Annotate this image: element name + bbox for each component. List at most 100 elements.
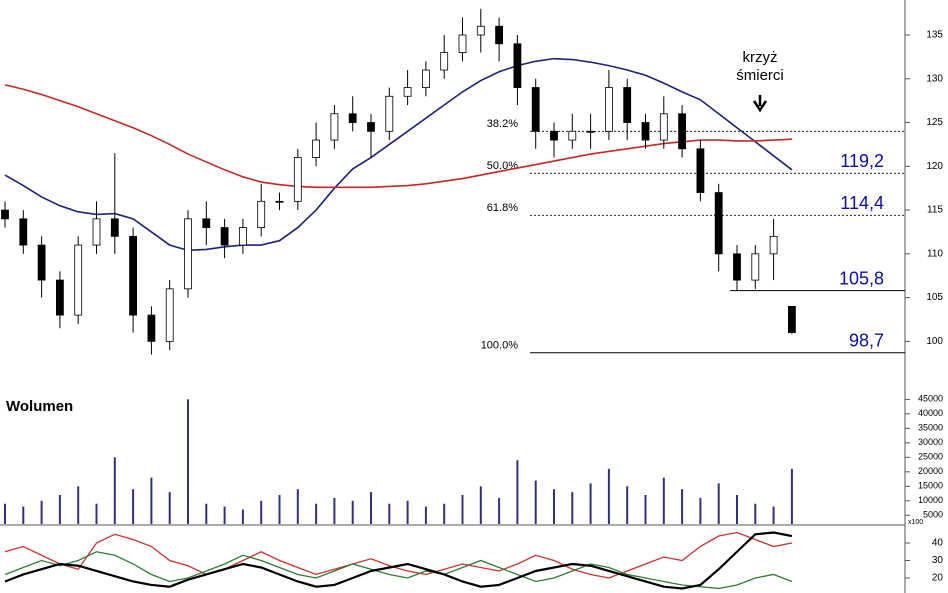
candle-body <box>623 87 632 123</box>
volume-bar <box>644 495 647 524</box>
volume-bar <box>589 483 592 524</box>
y-tick-label: 10000 <box>918 495 943 505</box>
volume-bar <box>150 477 153 524</box>
volume-bar <box>40 500 43 524</box>
volume-bar <box>424 506 427 524</box>
candle-body <box>385 95 394 132</box>
axis-note: x100 <box>908 519 923 526</box>
volume-bar <box>260 500 263 524</box>
y-tick-label: 115 <box>927 205 943 216</box>
volume-bar <box>479 486 482 524</box>
indicator-line <box>4 551 793 590</box>
candle-body <box>605 87 613 132</box>
volume-bar <box>534 480 537 524</box>
annotation: śmierci <box>736 67 784 84</box>
volume-bar <box>22 506 25 524</box>
panel-title: Wolumen <box>6 398 73 415</box>
volume-bar <box>388 503 391 524</box>
y-tick-label: 40 <box>932 538 944 549</box>
volume-bar <box>113 457 116 524</box>
candle-body <box>257 200 266 228</box>
candle-body <box>769 235 778 255</box>
candle-body <box>403 87 412 97</box>
price-label: 98,7 <box>849 330 884 350</box>
y-tick-label: 110 <box>927 248 943 259</box>
moving-average <box>4 84 792 189</box>
candle-body <box>531 87 540 132</box>
volume-bar <box>607 468 610 524</box>
candle-body <box>293 157 302 202</box>
candle-body <box>238 227 247 246</box>
annotation-arrow <box>752 95 768 113</box>
candle-body <box>733 253 741 281</box>
candle-body <box>367 122 375 132</box>
level-label: 38.2% <box>487 118 518 130</box>
level-label: 61.8% <box>487 202 518 214</box>
y-tick-label: 20000 <box>918 466 943 476</box>
volume-bar <box>187 399 189 524</box>
volume-bar <box>241 509 244 524</box>
volume-bar <box>754 503 757 524</box>
volume-bar <box>790 468 793 524</box>
candle-body <box>312 139 321 158</box>
candle-body <box>678 113 686 150</box>
candle-body <box>19 218 28 246</box>
volume-bar <box>296 489 299 524</box>
volume-bar <box>461 495 464 524</box>
volume-bar <box>370 492 372 524</box>
candle-body <box>110 218 119 237</box>
candle-body <box>788 305 796 334</box>
y-tick-label: 15000 <box>918 481 943 491</box>
candle-body <box>129 235 138 316</box>
volume-bar <box>333 497 336 524</box>
y-tick-label: 30 <box>932 555 944 566</box>
candle-body <box>184 218 192 290</box>
candle-body <box>165 288 174 342</box>
candle-body <box>330 113 339 141</box>
volume-bar <box>315 503 318 524</box>
y-tick-label: 135 <box>926 30 943 41</box>
candle-body <box>568 130 577 141</box>
candle-body <box>495 25 504 45</box>
candle-body <box>458 34 467 53</box>
price-label: 114,4 <box>840 193 884 213</box>
candle-body <box>421 69 430 88</box>
candle-body <box>696 148 705 193</box>
volume-bar <box>571 492 574 524</box>
candle-body <box>586 130 595 133</box>
level-label: 100.0% <box>481 340 519 352</box>
y-tick-label: 100 <box>926 336 943 347</box>
candle-body <box>220 227 229 246</box>
candle-body <box>751 253 760 281</box>
y-tick-label: 40000 <box>918 408 943 418</box>
volume-bar <box>681 489 684 524</box>
candle-body <box>714 192 723 255</box>
candle-body <box>37 244 46 281</box>
candle-body <box>440 52 449 71</box>
volume-bar <box>717 483 720 524</box>
volume-bar <box>4 503 6 524</box>
candle-body <box>641 122 650 141</box>
volume-bar <box>699 497 702 524</box>
y-tick-label: 25000 <box>918 452 943 462</box>
volume-bar <box>443 503 446 524</box>
volume-bar <box>516 460 519 524</box>
volume-bar <box>662 477 665 524</box>
volume-bar <box>223 506 226 524</box>
volume-bar <box>58 495 61 524</box>
volume-bar <box>351 500 354 524</box>
volume-bar <box>553 489 555 524</box>
volume-bar <box>95 503 98 524</box>
volume-bar <box>772 506 775 524</box>
candle-body <box>659 113 668 141</box>
volume-bar <box>168 492 171 524</box>
volume-bar <box>205 503 208 524</box>
annotation: krzyż <box>743 49 778 66</box>
y-tick-label: 30000 <box>918 437 943 447</box>
volume-bar <box>406 500 409 524</box>
y-tick-label: 105 <box>926 292 943 303</box>
volume-bar <box>132 489 135 524</box>
candle-body <box>92 218 101 246</box>
